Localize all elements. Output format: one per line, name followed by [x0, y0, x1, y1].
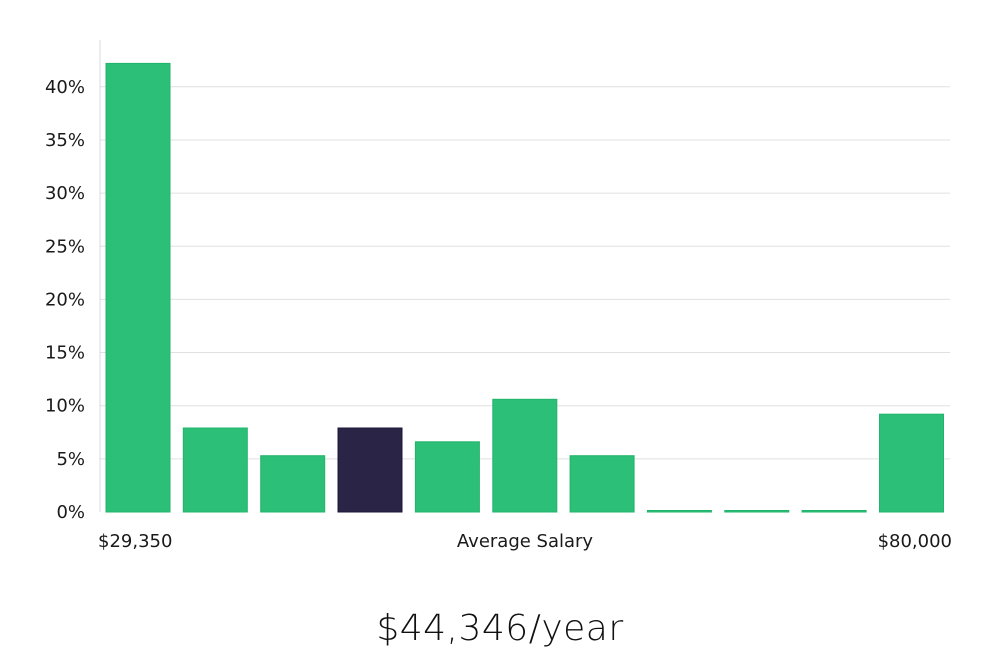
bar [260, 455, 326, 513]
bars [105, 62, 944, 513]
y-tick-label: 0% [56, 502, 85, 523]
x-label-max: $80,000 [878, 531, 952, 552]
bar [105, 62, 171, 513]
bar [801, 510, 867, 513]
x-label-average: Average Salary [457, 531, 594, 552]
y-tick-label: 25% [45, 236, 85, 257]
bar [492, 398, 558, 513]
y-tick-labels: 0% 5% 10% 15% 20% 25% 30% 35% 40% [45, 77, 85, 523]
bar-highlight [337, 427, 403, 513]
y-tick-label: 20% [45, 289, 85, 310]
bar [569, 455, 635, 513]
y-tick-label: 10% [45, 396, 85, 417]
y-tick-label: 5% [56, 449, 85, 470]
grid-lines [100, 86, 950, 460]
y-tick-label: 40% [45, 77, 85, 98]
average-salary-headline: $44,346/year [376, 608, 624, 649]
bar [646, 510, 712, 513]
bar [414, 441, 480, 513]
bar [182, 427, 248, 513]
x-label-min: $29,350 [98, 531, 172, 552]
y-tick-label: 15% [45, 343, 85, 364]
y-tick-label: 35% [45, 130, 85, 151]
y-tick-label: 30% [45, 183, 85, 204]
bar [879, 413, 944, 513]
salary-histogram: 0% 5% 10% 15% 20% 25% 30% 35% 40% $29,350 Averag… [45, 40, 952, 552]
bar [724, 510, 790, 513]
